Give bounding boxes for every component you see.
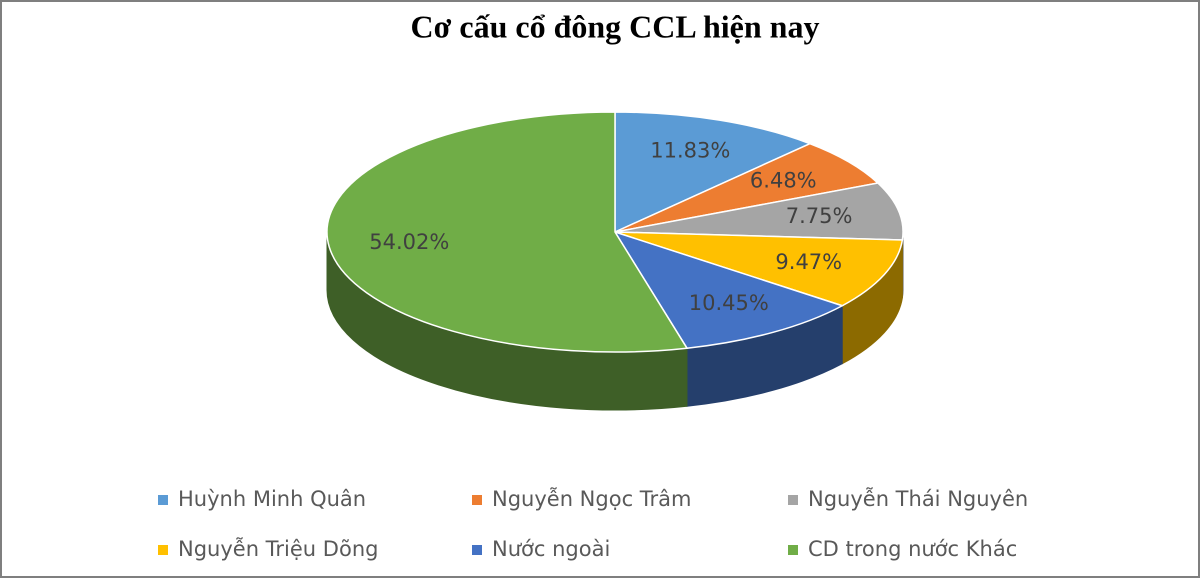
data-label: 54.02% xyxy=(369,230,449,254)
slice xyxy=(614,231,904,307)
legend-label: Nguyễn Thái Nguyên xyxy=(808,486,1028,511)
legend-label: Nguyễn Ngọc Trâm xyxy=(492,486,692,511)
slice xyxy=(326,111,689,353)
legend-label: Nước ngoài xyxy=(492,537,610,561)
slice xyxy=(614,182,904,241)
legend-marker xyxy=(158,545,168,555)
data-label: 9.47% xyxy=(775,250,842,274)
legend-label: Huỳnh Minh Quân xyxy=(178,487,366,511)
legend-label: CD trong nước Khác xyxy=(808,537,1017,561)
legend-label: Nguyễn Triệu Dõng xyxy=(178,536,378,561)
data-label: 7.75% xyxy=(786,204,853,228)
legend-marker xyxy=(472,495,482,505)
data-label: 6.48% xyxy=(750,169,817,193)
legend-marker xyxy=(788,545,798,555)
legend-marker xyxy=(788,495,798,505)
chart-title: Cơ cấu cổ đông CCL hiện nay xyxy=(411,8,820,44)
legend-marker xyxy=(158,495,168,505)
legend-marker xyxy=(472,545,482,555)
slice xyxy=(614,111,812,234)
slice xyxy=(614,142,880,233)
data-label: 11.83% xyxy=(650,138,730,162)
data-label: 10.45% xyxy=(689,291,769,315)
slice xyxy=(613,230,845,349)
